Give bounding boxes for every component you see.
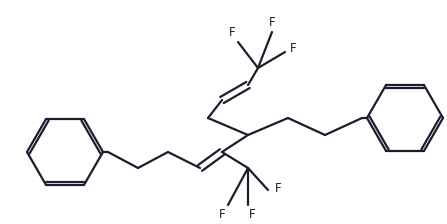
Text: F: F	[269, 15, 275, 28]
Text: F: F	[290, 41, 296, 54]
Text: F: F	[275, 181, 281, 194]
Text: F: F	[229, 26, 235, 39]
Text: F: F	[249, 207, 255, 220]
Text: F: F	[219, 207, 225, 220]
